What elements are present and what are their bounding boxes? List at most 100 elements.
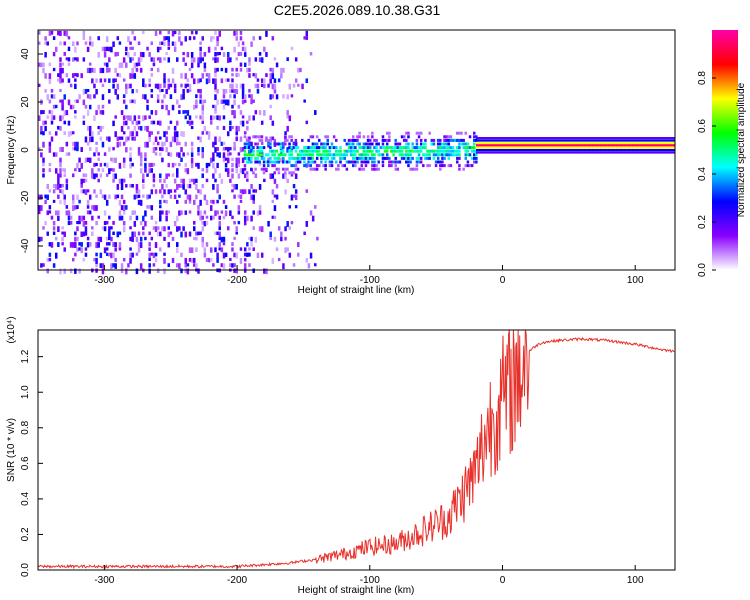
spectrogram-cell: [596, 151, 599, 154]
spectrogram-cell: [193, 236, 196, 241]
spectrogram-cell: [558, 144, 561, 147]
spectrogram-cell: [523, 144, 526, 147]
x-tick-label: 0: [500, 575, 506, 586]
spectrogram-cell: [229, 178, 232, 183]
spectrogram-cell: [197, 152, 200, 156]
spectrogram-cell: [290, 46, 294, 51]
spectrogram-cell: [273, 236, 277, 242]
spectrogram-cell: [379, 153, 383, 157]
spectrogram-cell: [262, 156, 266, 160]
spectrogram-cell: [95, 220, 98, 226]
spectrogram-cell: [673, 141, 676, 144]
spectrogram-cell: [135, 184, 139, 190]
spectrogram-cell: [663, 137, 666, 140]
spectrogram-cell: [199, 231, 202, 235]
spectrogram-cell: [82, 257, 86, 262]
spectrogram-cell: [207, 136, 211, 140]
spectrogram-cell: [101, 226, 105, 230]
spectrogram-cell: [415, 138, 419, 142]
spectrogram-cell: [569, 146, 572, 149]
spectrogram-cell: [670, 141, 673, 144]
spectrogram-cell: [97, 131, 100, 135]
spectrogram-cell: [375, 138, 378, 142]
spectrogram-cell: [201, 242, 204, 248]
spectrogram-cell: [571, 146, 574, 149]
spectrogram-cell: [409, 156, 412, 160]
snr-series-line: [37, 329, 675, 570]
spectrogram-cell: [322, 156, 325, 160]
spectrogram-cell: [593, 149, 596, 152]
spectrogram-cell: [260, 153, 264, 157]
spectrogram-cell: [44, 125, 47, 132]
spectrogram-cell: [525, 137, 528, 140]
spectrogram-cell: [48, 78, 52, 85]
spectrogram-cell: [468, 164, 472, 168]
spectrogram-cell: [286, 149, 289, 153]
spectrogram-cell: [496, 141, 499, 144]
spectrogram-cell: [199, 41, 202, 45]
spectrogram-cell: [144, 162, 147, 169]
spectrogram-cell: [635, 146, 638, 149]
spectrogram-cell: [563, 141, 566, 144]
spectrogram-cell: [499, 137, 502, 140]
spectrogram-cell: [269, 67, 272, 72]
spectrogram-cell: [542, 146, 545, 149]
spectrogram-cell: [409, 149, 412, 153]
spectrogram-cell: [566, 146, 569, 149]
spectrogram-cell: [504, 137, 507, 140]
spectrogram-cell: [579, 144, 582, 147]
spectrogram-cell: [190, 157, 194, 164]
spectrogram-cell: [256, 83, 260, 89]
spectrogram-cell: [193, 257, 196, 263]
spectrogram-cell: [71, 173, 75, 178]
spectrogram-cell: [581, 144, 584, 147]
spectrogram-cell: [579, 137, 582, 140]
spectrogram-cell: [390, 160, 393, 164]
spectrogram-cell: [491, 149, 494, 152]
spectrogram-cell: [163, 268, 166, 275]
spectrogram-cell: [254, 156, 257, 160]
spectrogram-cell: [161, 194, 164, 199]
spectrogram-cell: [127, 52, 130, 58]
spectrogram-cell: [142, 194, 145, 198]
spectrogram-cell: [258, 135, 262, 139]
spectrogram-cell: [571, 144, 574, 147]
spectrogram-cell: [224, 205, 228, 209]
spectrogram-cell: [415, 131, 419, 135]
spectrogram-cell: [199, 78, 202, 83]
spectrogram-cell: [243, 247, 247, 252]
spectrogram-cell: [38, 236, 41, 242]
spectrogram-cell: [205, 220, 209, 226]
spectrogram-cell: [303, 146, 306, 150]
x-tick-label: 100: [627, 275, 644, 286]
spectrogram-cell: [617, 139, 620, 142]
spectrogram-cell: [142, 215, 145, 222]
spectrogram-cell: [447, 142, 451, 146]
spectrogram-cell: [246, 67, 249, 73]
spectrogram-cell: [233, 141, 236, 148]
spectrogram-cell: [566, 139, 569, 142]
spectrogram-cell: [445, 142, 448, 146]
spectrogram-cell: [549, 141, 552, 144]
spectrogram-cell: [131, 99, 134, 103]
spectrogram-cell: [617, 141, 620, 144]
spectrogram-cell: [197, 147, 200, 153]
spectrogram-cell: [439, 167, 442, 171]
spectrogram-cell: [127, 125, 130, 130]
spectrogram-cell: [549, 146, 552, 149]
spectrogram-cell: [235, 184, 238, 190]
spectrogram-cell: [97, 242, 100, 248]
spectrogram-cell: [356, 149, 359, 153]
spectrogram-cell: [40, 110, 43, 115]
y-tick-label: 0: [20, 147, 31, 153]
spectrogram-cell: [226, 226, 230, 231]
spectrogram-cell: [243, 257, 247, 262]
spectrogram-cell: [235, 73, 238, 78]
spectrogram-cell: [48, 141, 52, 147]
spectrogram-cell: [103, 62, 107, 66]
spectrogram-cell: [250, 99, 253, 105]
spectrogram-cell: [324, 167, 327, 171]
spectrogram-cell: [499, 144, 502, 147]
spectrogram-cell: [628, 149, 631, 152]
